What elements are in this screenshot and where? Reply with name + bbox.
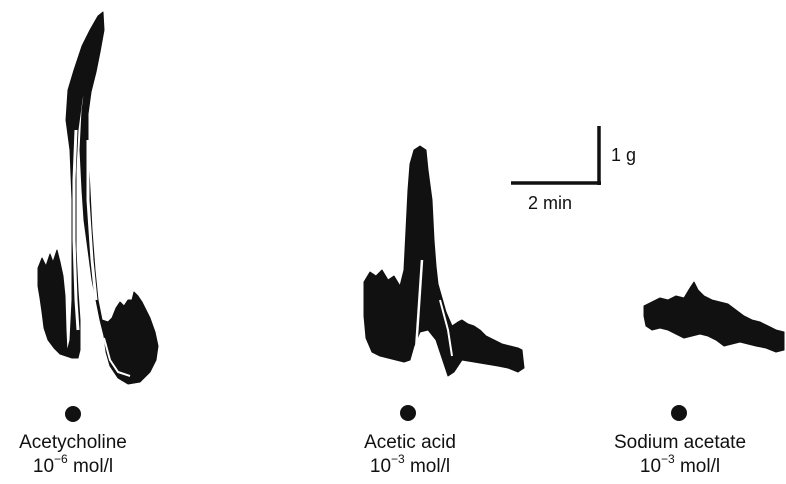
label-acetylcholine: Acetycholine 10−6 mol/l [8, 431, 138, 479]
label-sodium-acetate: Sodium acetate 10−3 mol/l [600, 431, 760, 479]
scale-bar [511, 126, 601, 185]
trace-acetylcholine-gap-2 [86, 140, 98, 301]
application-markers [65, 405, 687, 422]
trace-acetylcholine-gap-3 [103, 337, 131, 377]
application-dot-acetylcholine [65, 406, 81, 422]
trace-acetic-acid-gap-2 [439, 299, 453, 357]
label-acetic-acid-name: Acetic acid [364, 432, 456, 453]
trace-acetic-acid-band [363, 145, 525, 377]
trace-acetic-acid [363, 145, 525, 377]
label-acetic-acid-conc: 10−3 mol/l [369, 451, 451, 477]
trace-sodium-acetate [643, 281, 785, 353]
application-dot-sodium-acetate [671, 405, 687, 421]
label-acetylcholine-conc: 10−6 mol/l [32, 451, 114, 477]
label-sodium-acetate-name: Sodium acetate [613, 432, 747, 453]
application-dot-acetic-acid [400, 405, 416, 421]
scale-bar-vertical-label: 1 g [611, 145, 637, 165]
scale-bar-horizontal-label: 2 min [528, 193, 573, 213]
trace-acetylcholine-band [37, 11, 159, 385]
label-acetic-acid: Acetic acid 10−3 mol/l [350, 431, 470, 479]
trace-sodium-acetate-band [643, 281, 785, 353]
label-acetylcholine-name: Acetycholine [19, 432, 127, 453]
label-sodium-acetate-conc: 10−3 mol/l [639, 451, 721, 477]
trace-acetic-acid-gap [414, 259, 424, 351]
trace-acetylcholine [37, 11, 159, 385]
trace-acetylcholine-gap [72, 129, 80, 331]
